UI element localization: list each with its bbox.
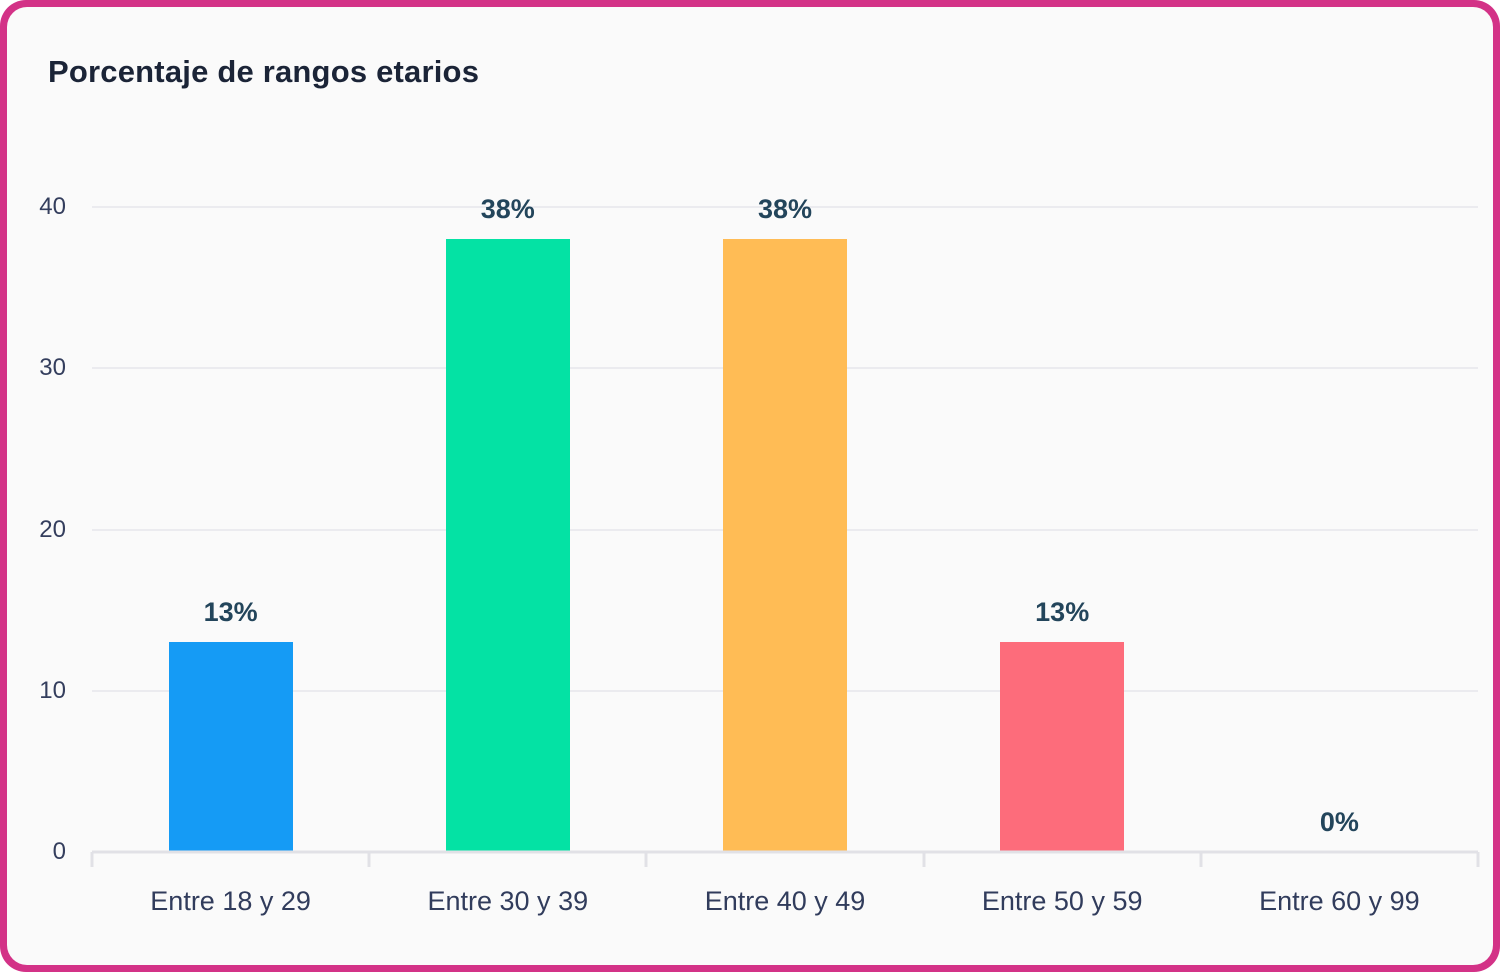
x-axis-tick-mark — [90, 852, 94, 867]
bar-value-label: 13% — [1035, 597, 1090, 628]
y-axis-tick-label: 20 — [39, 515, 66, 543]
x-axis-line — [92, 850, 1478, 854]
y-axis-tick-label: 40 — [39, 193, 66, 220]
x-axis-tick-mark — [1199, 852, 1203, 867]
x-axis-category-label: Entre 18 y 29 — [150, 886, 311, 916]
bar-value-label: 0% — [1319, 806, 1359, 837]
bar-value-label: 13% — [203, 597, 258, 628]
x-axis-tick-mark — [644, 852, 648, 867]
chart-card: Porcentaje de rangos etarios 0 10 20 30 40 13… — [7, 7, 1493, 965]
y-axis-tick-label: 10 — [39, 676, 66, 704]
bar-1[interactable] — [168, 642, 293, 852]
plot-area: 0 10 20 30 40 13% Entre 18 y 29 38% Entre 30 y 3… — [39, 194, 1480, 916]
y-axis-tick-label: 0 — [52, 838, 66, 865]
x-axis-tick-mark — [367, 852, 371, 867]
x-axis-category-label: Entre 40 y 49 — [704, 886, 866, 916]
chart-title: Porcentaje de rangos etarios — [48, 54, 480, 89]
x-axis-category-label: Entre 50 y 59 — [981, 886, 1143, 916]
x-axis-category-label: Entre 60 y 99 — [1259, 886, 1420, 916]
x-axis-tick-mark — [1476, 852, 1480, 867]
bar-2[interactable] — [445, 239, 570, 852]
y-axis-tick-label: 30 — [39, 354, 66, 382]
bar-value-label: 38% — [480, 194, 535, 225]
gridline — [92, 206, 1478, 208]
x-axis-category-label: Entre 30 y 39 — [427, 886, 589, 916]
bar-3[interactable] — [723, 239, 847, 852]
bar-value-label: 38% — [757, 194, 813, 225]
x-axis-tick-mark — [922, 852, 926, 867]
bar-4[interactable] — [1000, 642, 1125, 852]
